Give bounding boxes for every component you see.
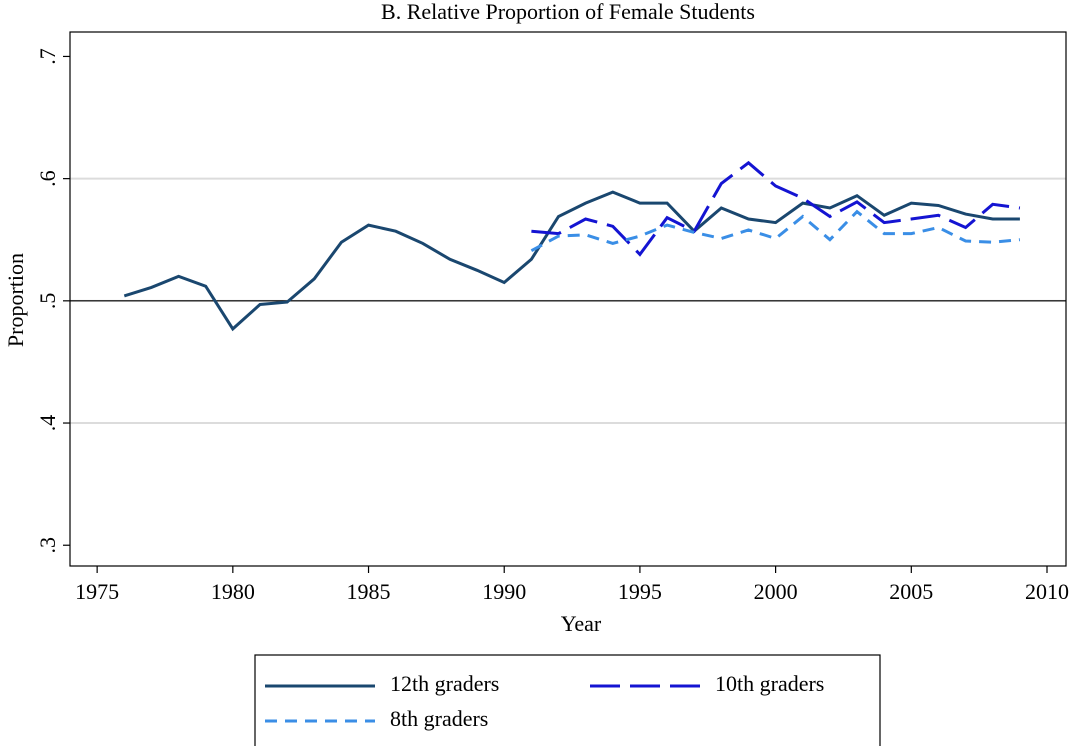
y-tick-label: .3 (35, 537, 60, 554)
y-tick-label: .6 (35, 170, 60, 187)
y-axis-label: Proportion (3, 253, 28, 347)
legend-label: 10th graders (715, 671, 824, 696)
x-axis-label: Year (561, 611, 602, 636)
x-tick-label: 1980 (211, 579, 255, 604)
legend-label: 8th graders (390, 706, 488, 731)
x-tick-label: 1985 (347, 579, 391, 604)
x-tick-label: 2010 (1025, 579, 1069, 604)
y-tick-label: .5 (35, 293, 60, 310)
x-tick-label: 2000 (754, 579, 798, 604)
chart-title: B. Relative Proportion of Female Student… (381, 0, 755, 24)
y-tick-label: .4 (35, 415, 60, 432)
series-line (530, 209, 1021, 253)
legend-box (254, 654, 881, 746)
plot-frame (69, 31, 1067, 567)
y-tick-label: .7 (35, 48, 60, 65)
x-tick-label: 2005 (889, 579, 933, 604)
x-tick-label: 1975 (75, 579, 119, 604)
series-line (123, 190, 1020, 332)
legend-label: 12th graders (390, 671, 499, 696)
x-tick-label: 1990 (482, 579, 526, 604)
series-line (531, 160, 1021, 257)
x-tick-label: 1995 (618, 579, 662, 604)
